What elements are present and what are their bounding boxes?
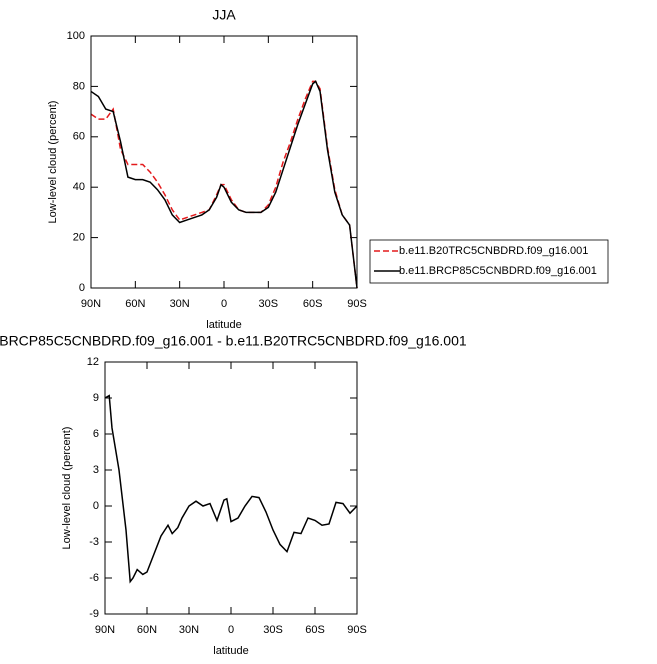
- line-series: [104, 394, 358, 584]
- x-axis-label: latitude: [206, 319, 241, 331]
- y-tick-label: 6: [93, 428, 99, 440]
- x-tick-label: 30S: [263, 624, 283, 636]
- x-tick-label: 60N: [125, 298, 145, 310]
- y-tick-label: 60: [73, 131, 85, 143]
- x-tick-label: 30N: [170, 298, 190, 310]
- x-tick-label: 90N: [95, 624, 115, 636]
- y-tick-label: 12: [87, 356, 99, 368]
- y-axis-label: Low-level cloud (percent): [47, 101, 59, 224]
- y-tick-label: 9: [93, 392, 99, 404]
- x-tick-label: 0: [228, 624, 234, 636]
- y-tick-label: 0: [93, 500, 99, 512]
- chart-title: JJA: [212, 7, 236, 23]
- x-tick-label: 0: [221, 298, 227, 310]
- x-tick-label: 30S: [259, 298, 279, 310]
- plot-frame: [90, 35, 358, 289]
- y-tick-label: 80: [73, 80, 85, 92]
- y-tick-label: -3: [89, 536, 99, 548]
- legend-label: b.e11.B20TRC5CNBDRD.f09_g16.001: [399, 245, 588, 257]
- y-tick-label: 0: [79, 282, 85, 294]
- x-tick-label: 60S: [305, 624, 325, 636]
- y-tick-label: -9: [89, 608, 99, 620]
- x-tick-label: 90N: [81, 298, 101, 310]
- x-tick-label: 60N: [137, 624, 157, 636]
- legend-box: [369, 239, 609, 284]
- x-tick-label: 60S: [303, 298, 323, 310]
- y-tick-label: -6: [89, 572, 99, 584]
- y-tick-label: 20: [73, 232, 85, 244]
- y-tick-label: 100: [67, 30, 85, 42]
- plot-frame: [104, 361, 358, 615]
- y-axis-label: Low-level cloud (percent): [61, 427, 73, 550]
- chart-title: .BRCP85C5CNBDRD.f09_g16.001 - b.e11.B20T…: [0, 333, 467, 349]
- y-tick-label: 40: [73, 181, 85, 193]
- line-series: [90, 80, 358, 289]
- x-tick-label: 90S: [347, 298, 367, 310]
- line-series: [90, 80, 358, 289]
- x-tick-label: 90S: [347, 624, 367, 636]
- x-axis-label: latitude: [213, 645, 248, 657]
- legend-label: b.e11.BRCP85C5CNBDRD.f09_g16.001: [399, 265, 597, 277]
- x-tick-label: 30N: [179, 624, 199, 636]
- y-tick-label: 3: [93, 464, 99, 476]
